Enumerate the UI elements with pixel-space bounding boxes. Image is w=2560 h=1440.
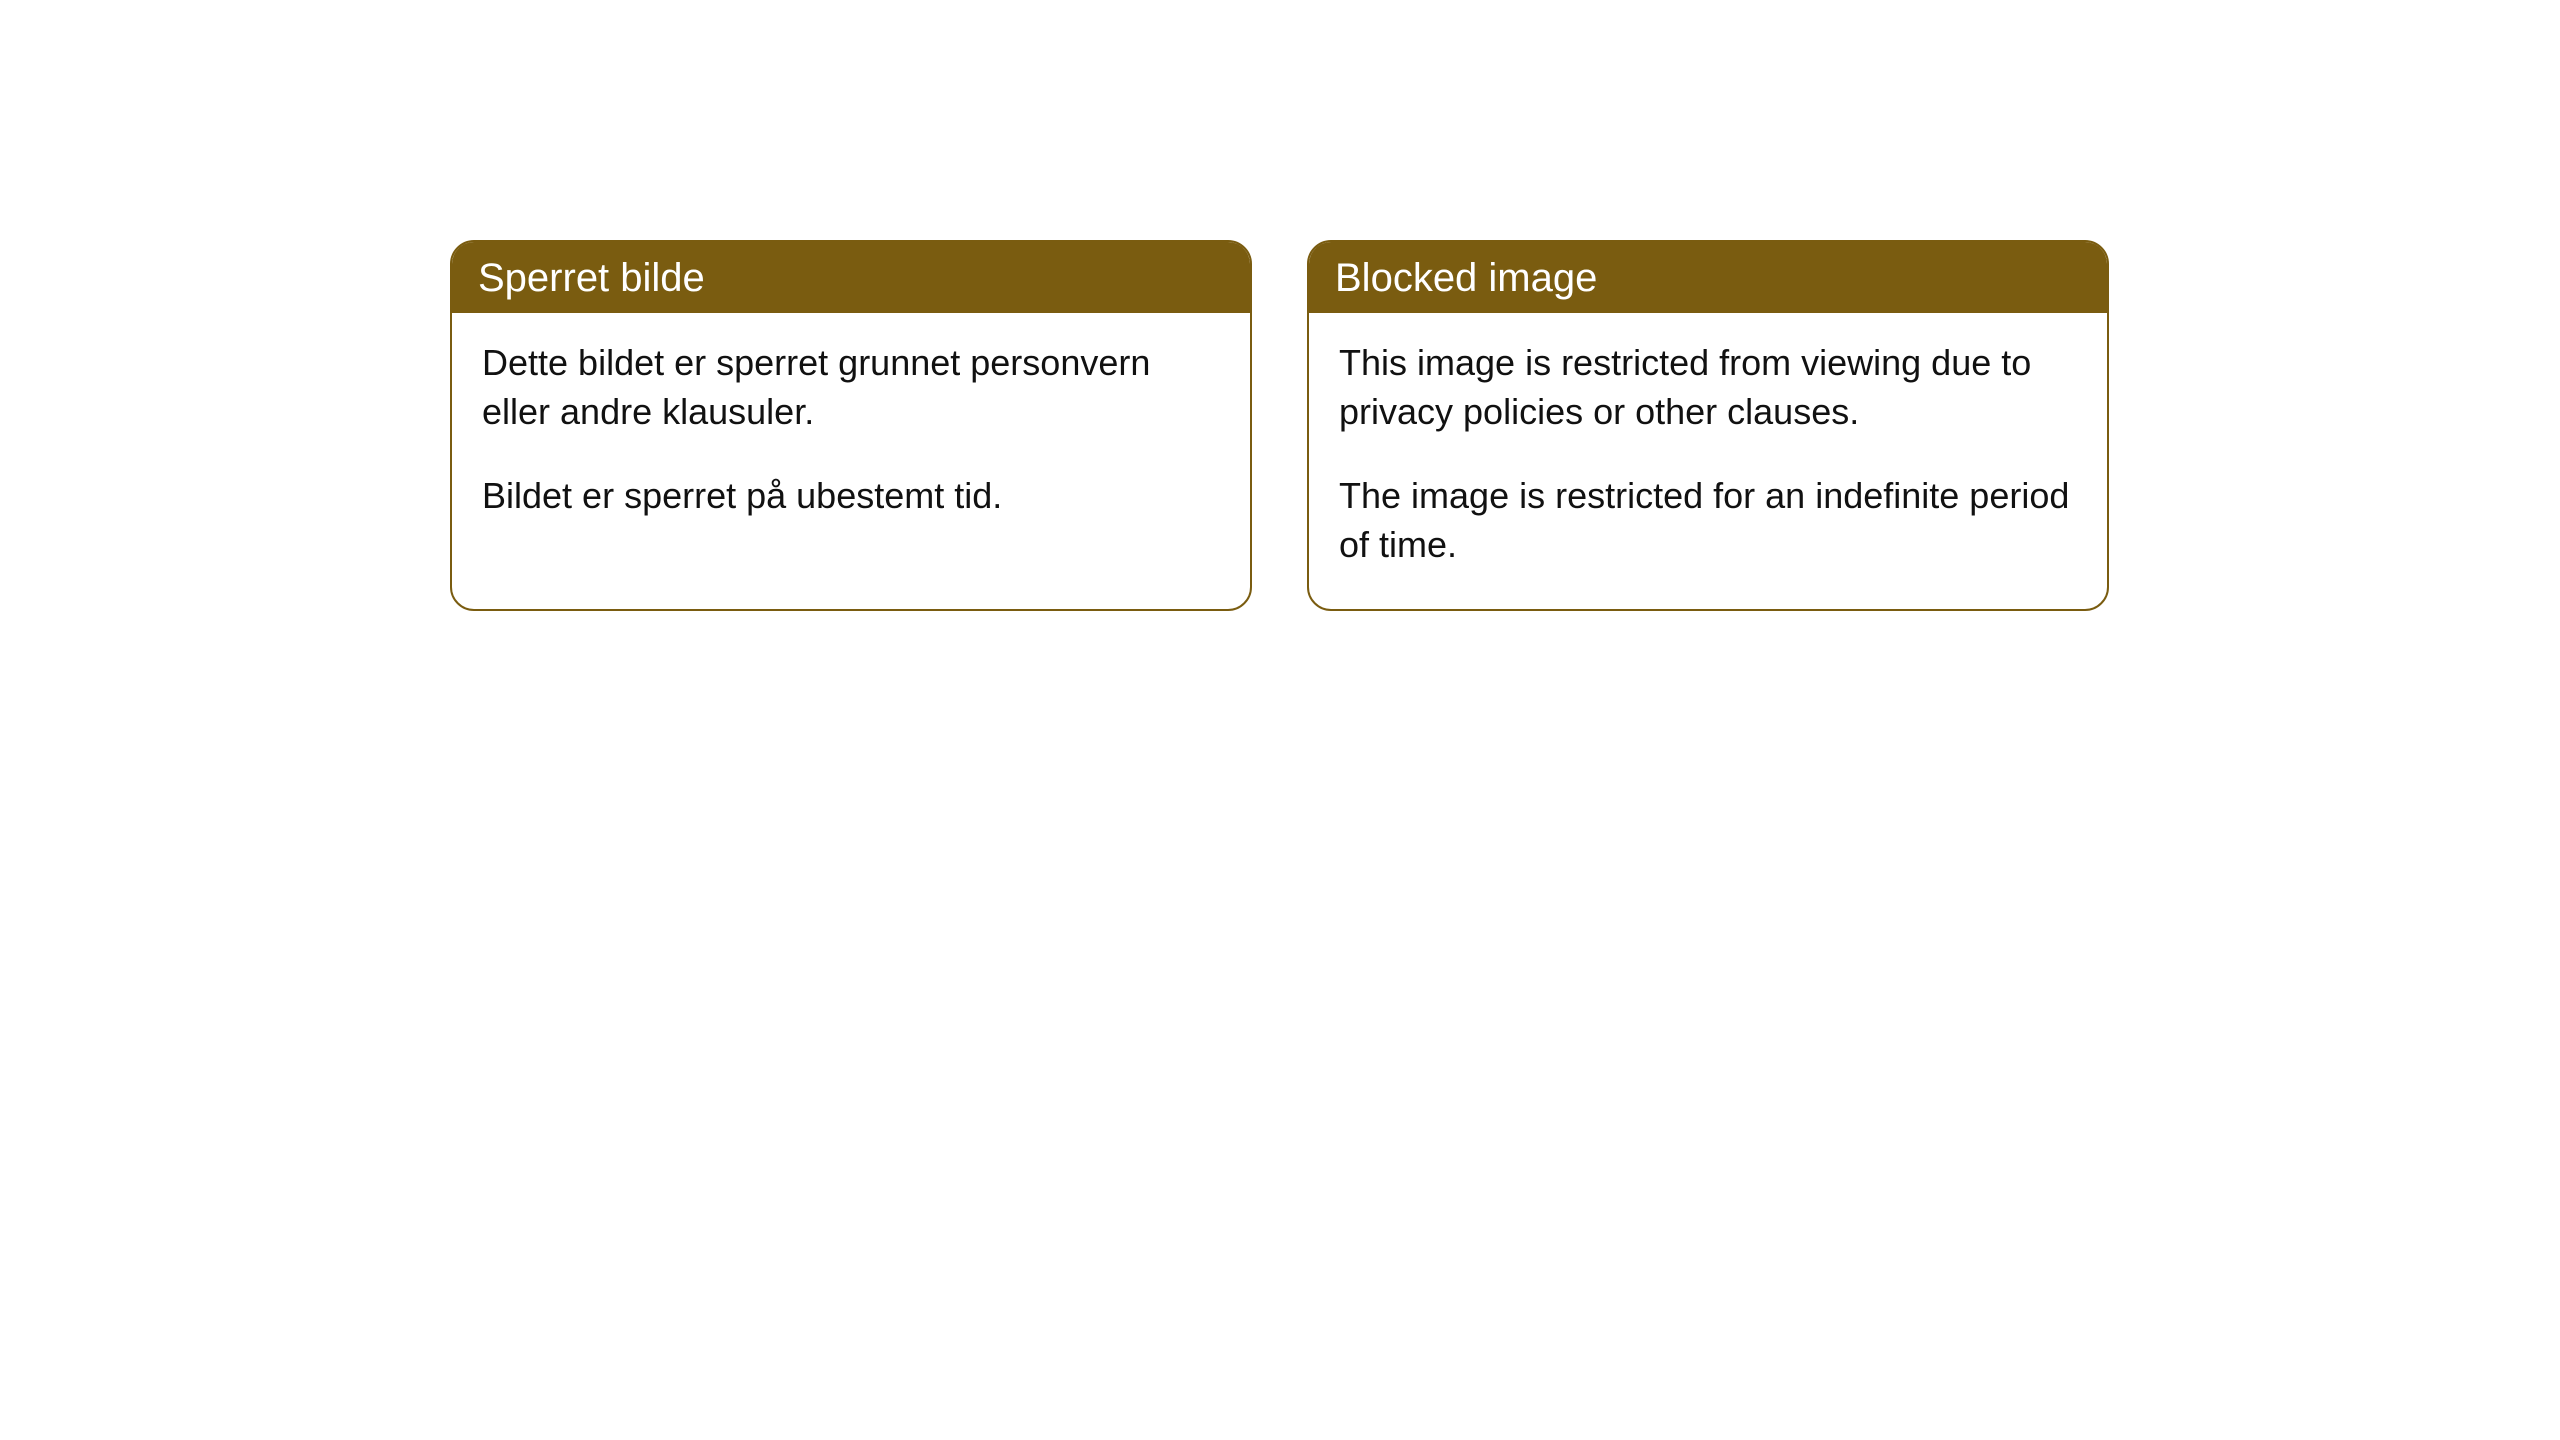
card-paragraph: This image is restricted from viewing du… [1339, 339, 2077, 436]
blocked-image-card-norwegian: Sperret bilde Dette bildet er sperret gr… [450, 240, 1252, 611]
card-paragraph: Dette bildet er sperret grunnet personve… [482, 339, 1220, 436]
card-paragraph: Bildet er sperret på ubestemt tid. [482, 472, 1220, 521]
card-paragraph: The image is restricted for an indefinit… [1339, 472, 2077, 569]
card-title: Blocked image [1309, 242, 2107, 313]
card-body: Dette bildet er sperret grunnet personve… [452, 313, 1250, 561]
card-body: This image is restricted from viewing du… [1309, 313, 2107, 609]
blocked-image-card-english: Blocked image This image is restricted f… [1307, 240, 2109, 611]
notice-cards-container: Sperret bilde Dette bildet er sperret gr… [0, 0, 2560, 611]
card-title: Sperret bilde [452, 242, 1250, 313]
